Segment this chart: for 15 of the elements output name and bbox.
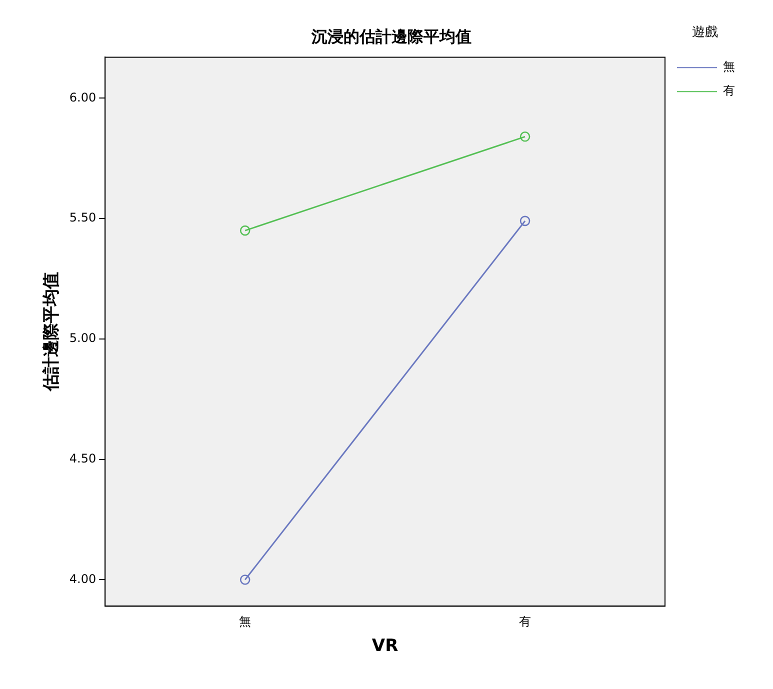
- point: [520, 216, 530, 226]
- point: [240, 574, 250, 585]
- y-tick-label: 5.00: [69, 331, 96, 346]
- point: [240, 225, 250, 236]
- legend-title: 遊戲: [692, 24, 718, 40]
- chart-title: 沉浸的估計邊際平均值: [310, 26, 472, 46]
- y-tick-label: 4.00: [69, 572, 96, 586]
- x-axis-title: VR: [372, 636, 398, 656]
- point: [520, 132, 530, 142]
- y-tick-label: 4.50: [69, 451, 96, 466]
- y-axis-title: 估計邊際平均值: [42, 272, 62, 392]
- y-tick-label: 5.50: [69, 210, 96, 225]
- y-tick-label: 6.00: [69, 90, 96, 104]
- legend-label: 無: [723, 60, 735, 74]
- legend-label: 有: [723, 84, 735, 98]
